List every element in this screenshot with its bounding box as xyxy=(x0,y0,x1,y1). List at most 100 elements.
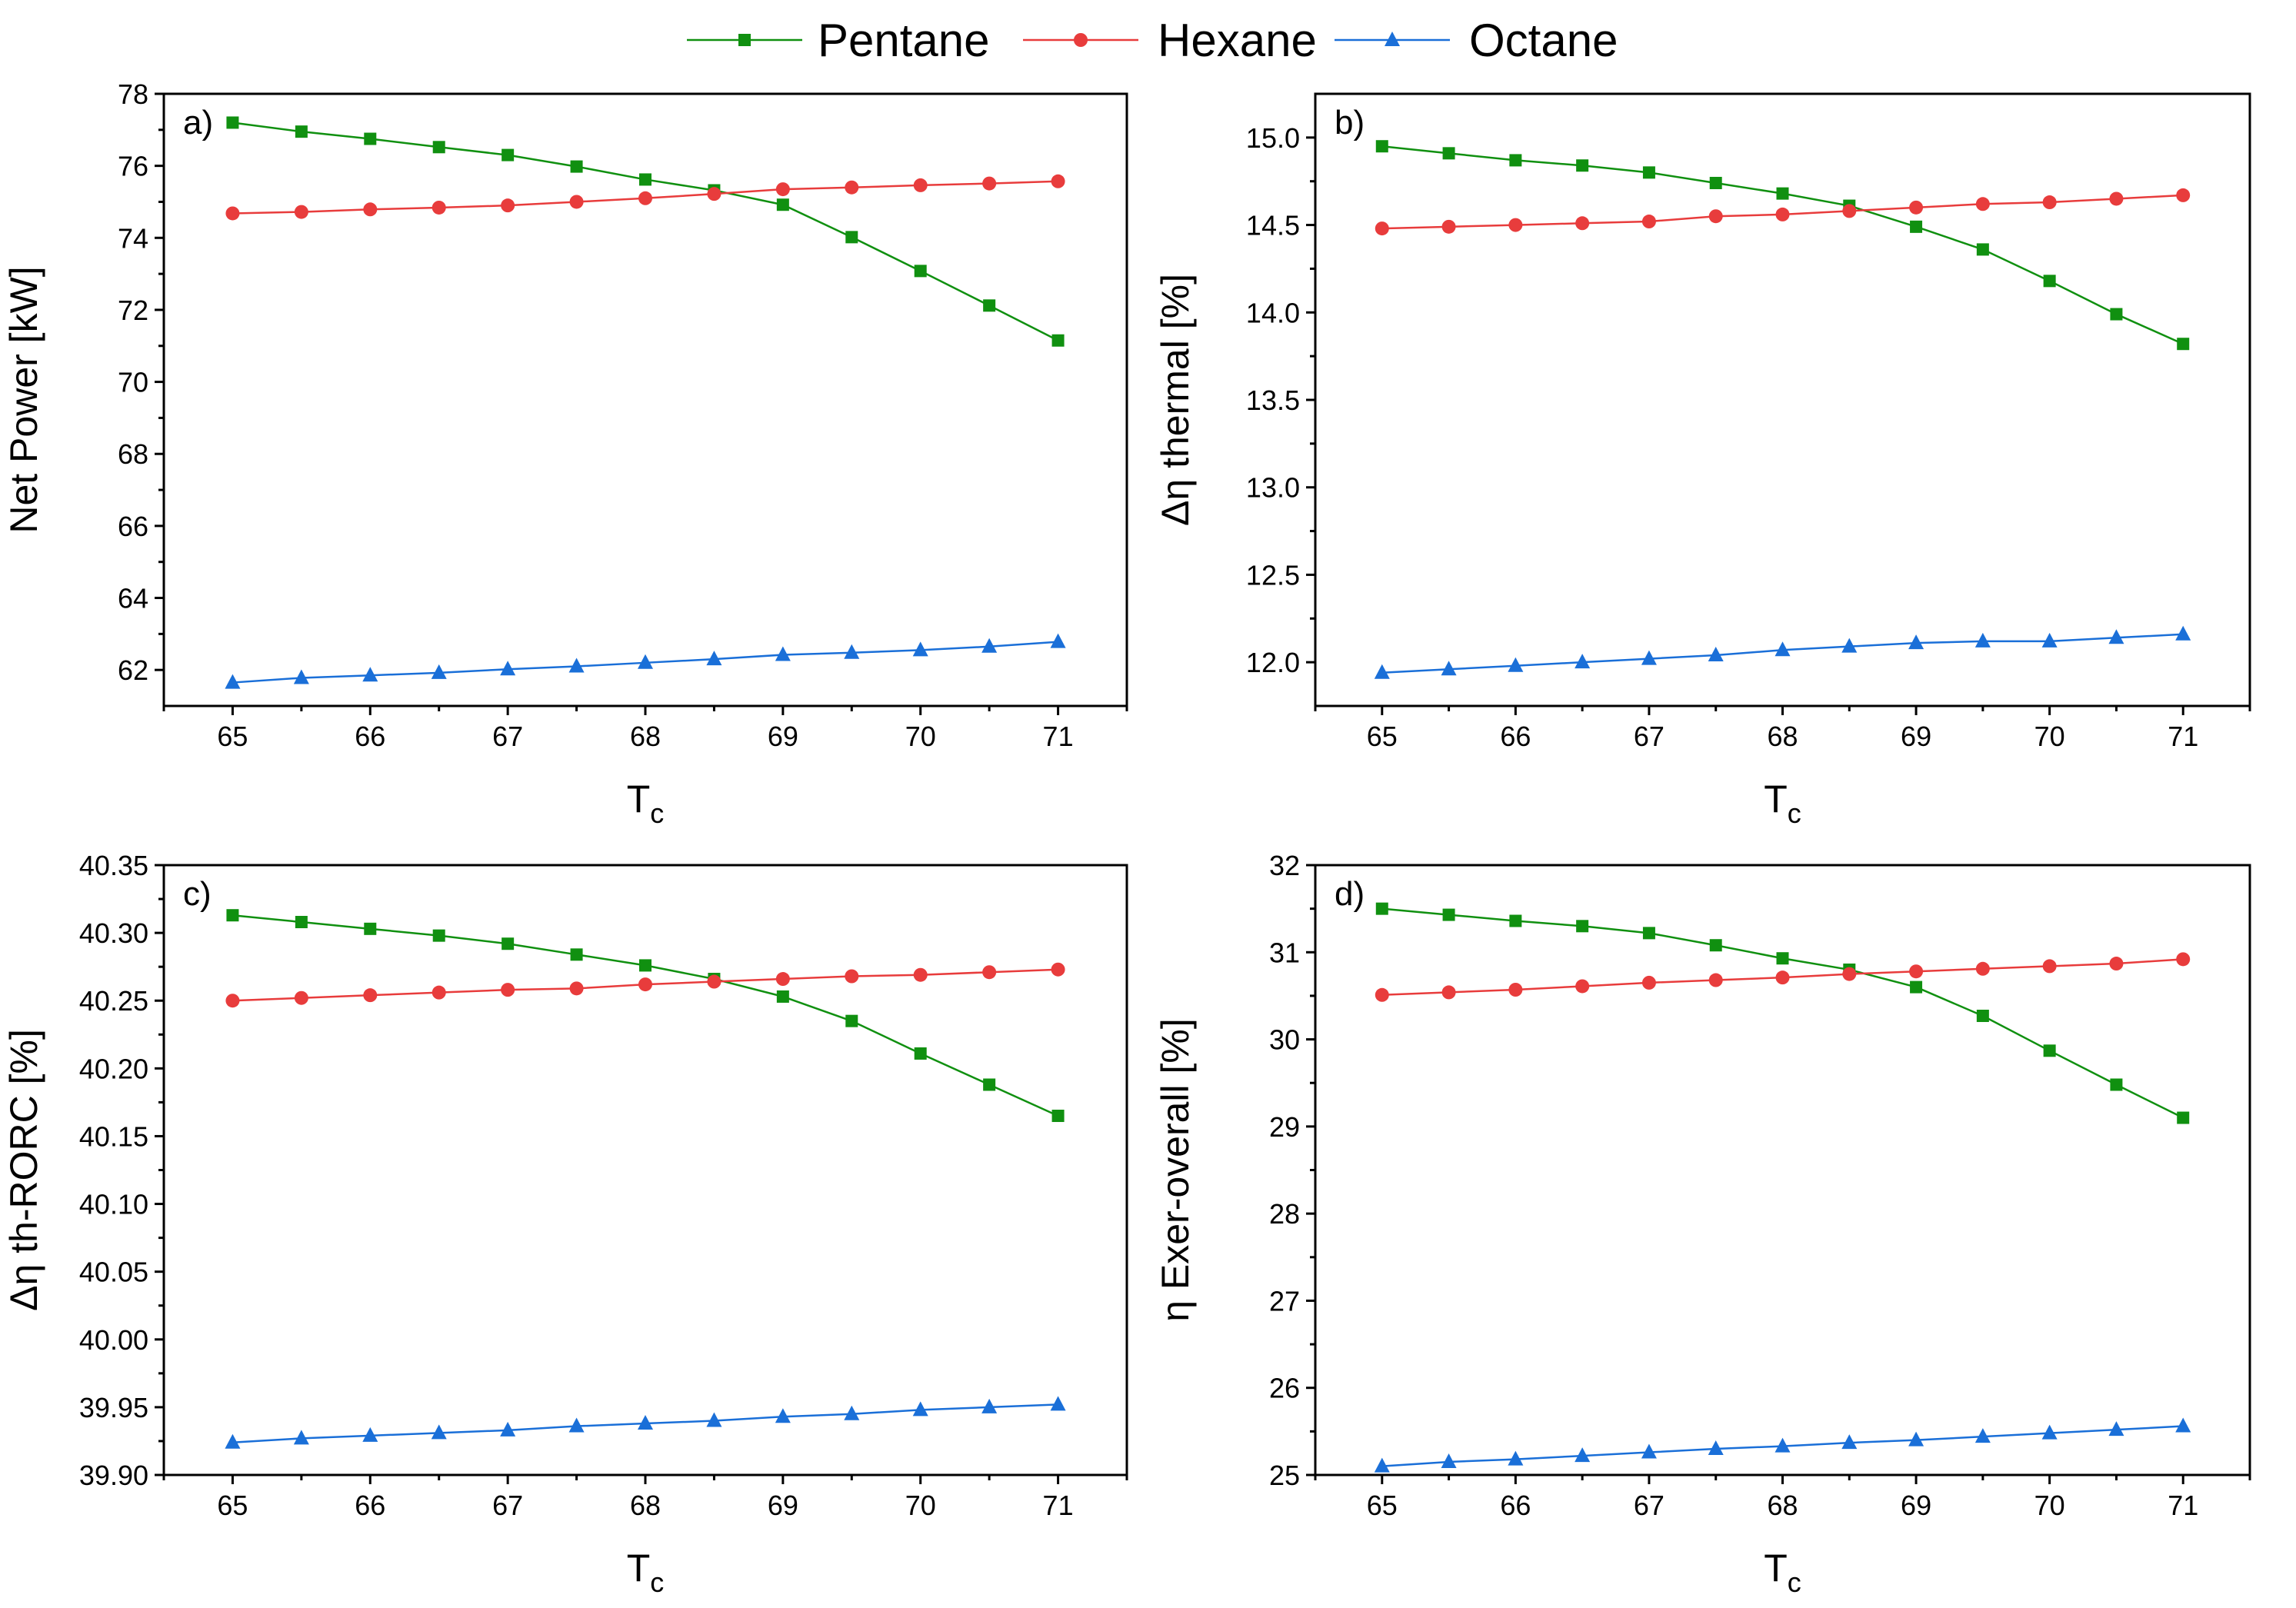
data-point-hexane xyxy=(363,202,378,217)
data-point-octane xyxy=(1641,650,1657,665)
x-axis-title-subscript: c xyxy=(1788,1566,1801,1598)
x-axis-title: Tc xyxy=(627,1546,665,1598)
data-point-pentane xyxy=(2110,1078,2123,1091)
y-tick-label: 30 xyxy=(1269,1024,1300,1056)
data-point-octane xyxy=(293,1430,309,1445)
x-axis-title: Tc xyxy=(1764,1546,1801,1598)
data-point-hexane xyxy=(1842,967,1857,981)
y-tick-label: 14.5 xyxy=(1246,210,1300,241)
data-point-hexane xyxy=(1051,962,1065,977)
data-point-pentane xyxy=(983,299,996,312)
data-point-hexane xyxy=(1508,218,1523,232)
y-tick-label: 27 xyxy=(1269,1285,1300,1317)
data-point-octane xyxy=(981,1398,998,1413)
data-point-hexane xyxy=(1375,221,1389,236)
data-point-hexane xyxy=(225,206,240,221)
data-point-pentane xyxy=(639,173,651,186)
data-point-octane xyxy=(1441,661,1457,676)
data-point-pentane xyxy=(1509,914,1522,927)
data-point-pentane xyxy=(1976,243,1989,256)
series-octane xyxy=(1374,1417,2191,1473)
data-point-hexane xyxy=(1775,970,1790,985)
data-point-pentane xyxy=(1375,902,1388,915)
data-point-hexane xyxy=(1051,174,1065,188)
data-point-octane xyxy=(2108,629,2124,644)
data-point-pentane xyxy=(1051,334,1065,347)
series-hexane xyxy=(225,962,1065,1008)
x-axis-title-main: T xyxy=(1764,777,1788,821)
data-point-hexane xyxy=(2042,959,2057,974)
data-point-pentane xyxy=(295,916,308,929)
data-point-hexane xyxy=(1575,979,1590,994)
data-point-octane xyxy=(1374,664,1390,679)
data-point-pentane xyxy=(2043,1044,2056,1057)
y-tick-label: 15.0 xyxy=(1246,122,1300,154)
panel-label: c) xyxy=(183,875,212,913)
data-point-pentane xyxy=(776,990,789,1003)
data-point-hexane xyxy=(982,965,997,980)
x-tick-label: 66 xyxy=(1500,1490,1531,1521)
y-tick-label: 64 xyxy=(118,583,148,614)
data-point-octane xyxy=(1508,657,1524,672)
x-axis-title-subscript: c xyxy=(1788,797,1801,829)
data-point-pentane xyxy=(776,198,789,211)
data-point-octane xyxy=(1908,1431,1924,1447)
legend-label-pentane: Pentane xyxy=(818,15,990,66)
data-point-hexane xyxy=(1909,200,1924,215)
plot-frame xyxy=(162,864,1128,1476)
x-tick-label: 67 xyxy=(1634,1490,1665,1521)
data-point-pentane xyxy=(1375,140,1388,153)
data-point-octane xyxy=(2041,632,2058,648)
series-octane xyxy=(225,1396,1066,1449)
data-point-pentane xyxy=(1709,176,1722,189)
data-point-hexane xyxy=(1375,987,1389,1002)
y-axis-title: Δη th-RORC [%] xyxy=(2,1029,45,1311)
y-tick-label: 13.5 xyxy=(1246,385,1300,416)
data-point-pentane xyxy=(226,116,239,129)
x-tick-label: 68 xyxy=(630,1490,661,1521)
data-point-hexane xyxy=(294,990,308,1005)
plot-frame xyxy=(1314,92,2251,707)
y-tick-label: 74 xyxy=(118,222,148,254)
y-tick-label: 29 xyxy=(1269,1111,1300,1143)
data-point-pentane xyxy=(1910,980,1923,994)
data-point-pentane xyxy=(1642,166,1655,179)
series-pentane xyxy=(226,116,1065,347)
y-tick-label: 40.00 xyxy=(79,1324,148,1356)
data-point-pentane xyxy=(1776,952,1789,965)
x-tick-label: 70 xyxy=(2034,721,2065,752)
data-point-octane xyxy=(1575,1447,1591,1463)
y-tick-label: 40.25 xyxy=(79,985,148,1017)
data-point-pentane xyxy=(1910,220,1923,233)
legend-label-hexane: Hexane xyxy=(1158,15,1317,66)
data-point-hexane xyxy=(501,198,515,213)
y-tick-label: 12.5 xyxy=(1246,559,1300,591)
data-point-octane xyxy=(1508,1450,1524,1466)
series-pentane xyxy=(1375,140,2190,351)
data-point-hexane xyxy=(913,967,928,982)
data-point-hexane xyxy=(982,176,997,191)
y-tick-label: 70 xyxy=(118,367,148,398)
panel-label: a) xyxy=(183,104,213,141)
data-point-octane xyxy=(1841,1434,1858,1450)
data-point-hexane xyxy=(2109,191,2124,206)
chart-panel-3: 65 66 67 68 69 70 71 39.90 39.95 40.00 40.05 40.10 4… xyxy=(2,850,1128,1598)
data-point-octane xyxy=(1908,634,1924,650)
series-hexane xyxy=(1375,188,2191,236)
data-point-hexane xyxy=(2042,195,2057,210)
data-point-pentane xyxy=(1642,927,1655,940)
data-point-octane xyxy=(638,654,653,669)
data-point-octane xyxy=(362,667,378,682)
x-tick-label: 69 xyxy=(768,721,798,752)
data-point-hexane xyxy=(1975,961,1990,976)
data-point-pentane xyxy=(502,148,515,161)
data-point-octane xyxy=(500,661,516,676)
data-point-octane xyxy=(1708,647,1724,662)
data-point-octane xyxy=(844,1405,860,1420)
data-point-hexane xyxy=(1508,982,1523,997)
legend-marker-hexane xyxy=(1074,33,1088,47)
chart-panel-2: 65 66 67 68 69 70 71 12.0 12.5 13.0 13.5 14.0 14.5 15… xyxy=(1154,92,2251,829)
data-point-octane xyxy=(568,1417,585,1433)
data-point-pentane xyxy=(364,132,377,145)
data-point-hexane xyxy=(2176,188,2191,202)
